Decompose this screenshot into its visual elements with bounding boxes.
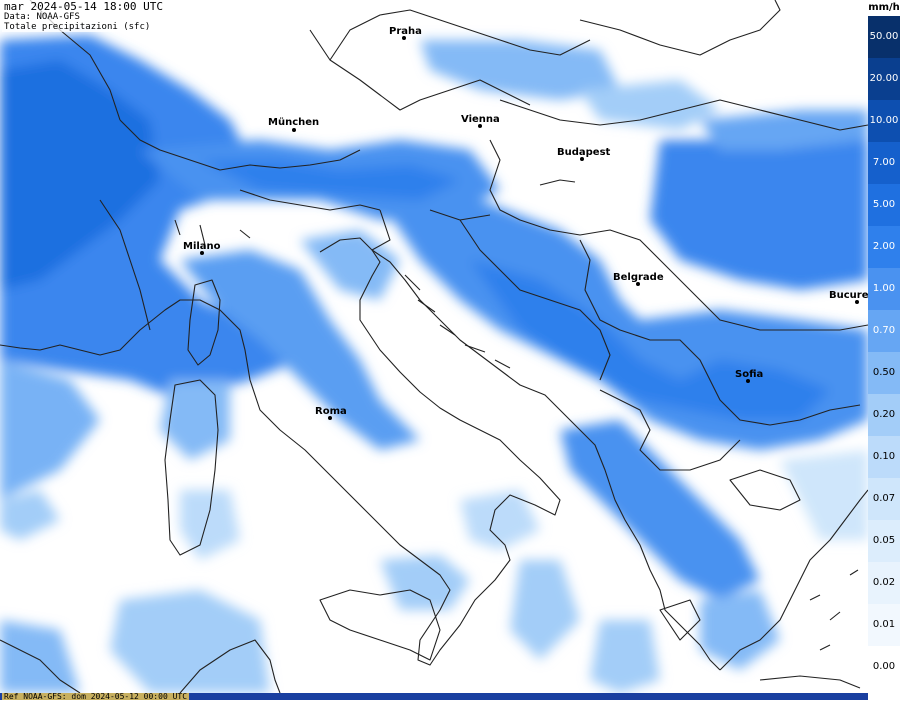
legend-step: 0.02: [868, 562, 900, 604]
city-label-munchen: München: [268, 117, 320, 128]
legend-step: 0.00: [868, 646, 900, 688]
legend-step: 1.00: [868, 268, 900, 310]
city-marker-sofia: [746, 379, 750, 383]
city-label-roma: Roma: [315, 406, 347, 417]
city-label-bucure: Bucure: [829, 290, 868, 301]
city-marker-bucure: [855, 300, 859, 304]
precipitation-field: [0, 35, 868, 693]
city-marker-belgrade: [636, 282, 640, 286]
city-label-milano: Milano: [183, 241, 221, 252]
city-marker-munchen: [292, 128, 296, 132]
legend-step: 5.00: [868, 184, 900, 226]
legend-step: 0.20: [868, 394, 900, 436]
city-marker-praha: [402, 36, 406, 40]
data-source: Data: NOAA-GFS: [2, 12, 82, 22]
forecast-time: mar 2024-05-14 18:00 UTC: [2, 0, 165, 13]
city-marker-milano: [200, 251, 204, 255]
variable-name: Totale precipitazioni (sfc): [2, 22, 153, 32]
legend-step: 7.00: [868, 142, 900, 184]
city-label-sofia: Sofia: [735, 369, 764, 380]
coastlines-borders: [0, 0, 868, 693]
legend-step: 2.00: [868, 226, 900, 268]
city-marker-vienna: [478, 124, 482, 128]
legend-step: 20.00: [868, 58, 900, 100]
legend-step: 0.07: [868, 478, 900, 520]
legend-step: 0.05: [868, 520, 900, 562]
city-label-praha: Praha: [389, 26, 422, 37]
city-marker-budapest: [580, 157, 584, 161]
precipitation-legend: 50.00 20.00 10.00 7.00 5.00 2.00 1.00 0.70 0.50 0…: [868, 0, 900, 700]
legend-step: 0.70: [868, 310, 900, 352]
legend-step: 10.00: [868, 100, 900, 142]
legend-step: 50.00: [868, 16, 900, 58]
city-marker-roma: [328, 416, 332, 420]
legend-step: 0.01: [868, 604, 900, 646]
legend-step: 0.10: [868, 436, 900, 478]
city-label-belgrade: Belgrade: [613, 272, 664, 283]
legend-unit: mm/h: [868, 0, 900, 16]
legend-step: 0.50: [868, 352, 900, 394]
city-label-vienna: Vienna: [461, 114, 500, 125]
precipitation-map: mar 2024-05-14 18:00 UTC Data: NOAA-GFS …: [0, 0, 868, 693]
map-canvas: [0, 0, 868, 693]
footer-bar: [0, 693, 868, 700]
reference-run: Ref NOAA-GFS: dom 2024-05-12 00:00 UTC: [2, 692, 190, 701]
city-label-budapest: Budapest: [557, 147, 611, 158]
